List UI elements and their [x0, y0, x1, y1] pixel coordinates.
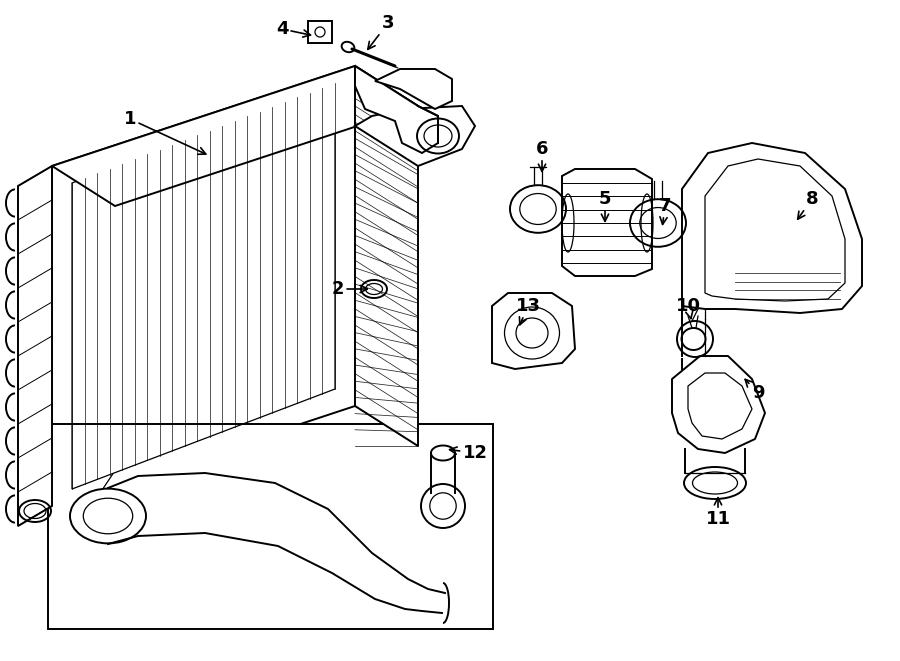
- Bar: [48, 424, 493, 629]
- Text: 7: 7: [659, 197, 671, 224]
- Polygon shape: [355, 66, 418, 446]
- Text: 6: 6: [536, 140, 548, 171]
- Text: 3: 3: [368, 14, 394, 50]
- Polygon shape: [52, 66, 355, 506]
- Text: 10: 10: [676, 297, 700, 319]
- Polygon shape: [355, 66, 438, 153]
- Text: 1: 1: [124, 110, 206, 154]
- Text: 5: 5: [598, 190, 611, 221]
- Text: 13: 13: [516, 297, 541, 325]
- Polygon shape: [682, 143, 862, 313]
- Text: 4: 4: [275, 20, 310, 38]
- Polygon shape: [355, 106, 475, 166]
- Polygon shape: [492, 293, 575, 369]
- Text: 2: 2: [332, 280, 367, 298]
- Bar: [308, 21, 332, 43]
- Polygon shape: [672, 356, 765, 453]
- Text: 8: 8: [797, 190, 818, 219]
- Polygon shape: [375, 69, 452, 109]
- Polygon shape: [52, 66, 418, 206]
- Text: 12: 12: [450, 444, 488, 462]
- Polygon shape: [18, 166, 52, 526]
- Text: 9: 9: [745, 379, 764, 402]
- Text: 11: 11: [706, 498, 731, 528]
- Polygon shape: [562, 169, 652, 276]
